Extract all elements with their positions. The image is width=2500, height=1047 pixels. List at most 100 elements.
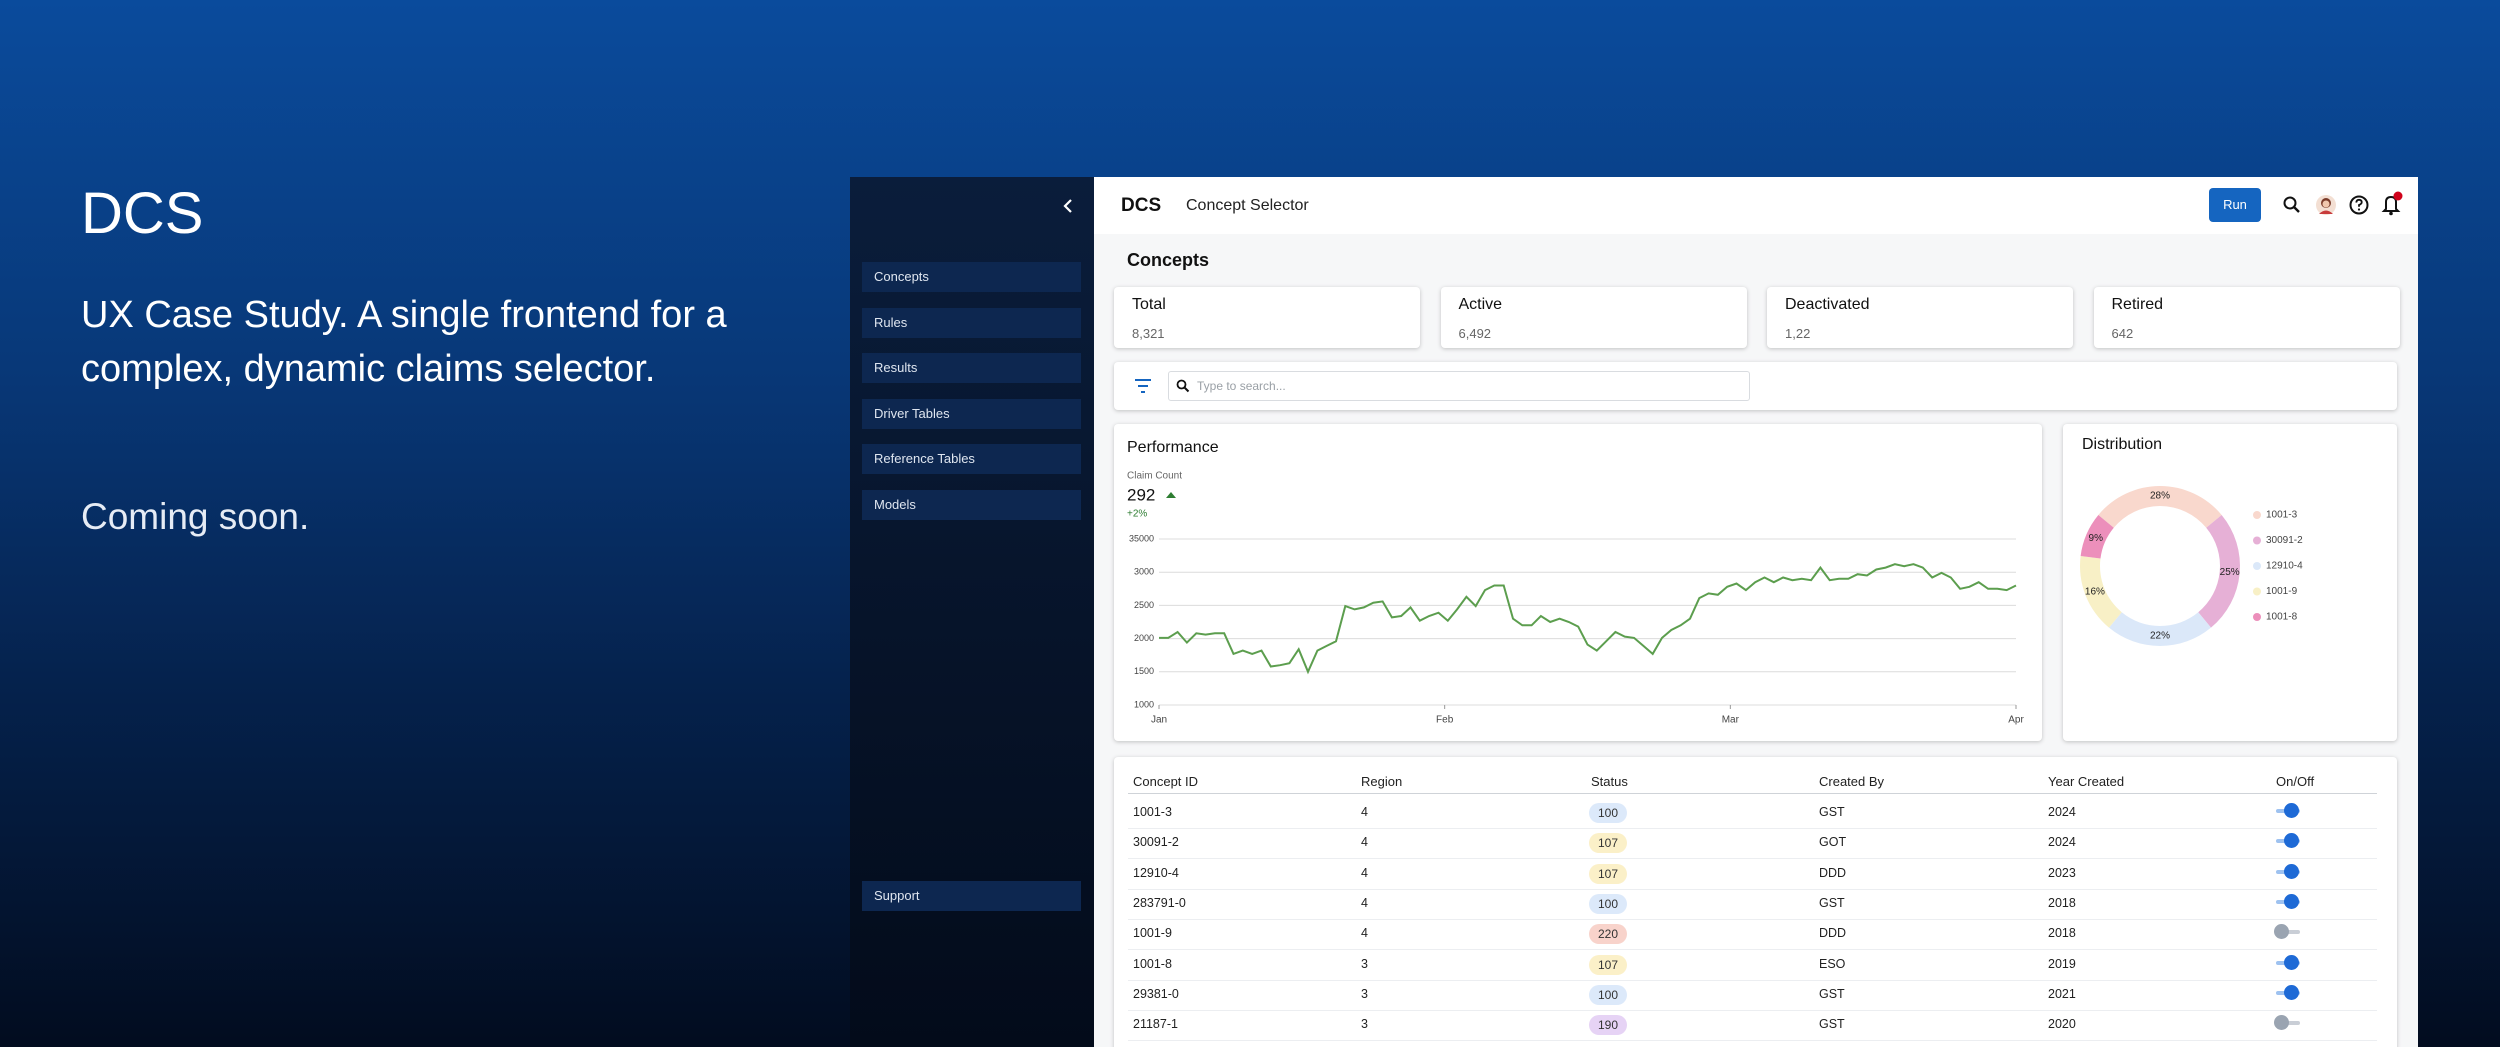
stat-card: Total 8,321 [1114, 287, 1420, 348]
table-cell: 3 [1361, 956, 1368, 971]
search-placeholder: Type to search... [1197, 379, 1286, 393]
avatar[interactable] [2315, 194, 2337, 216]
header-rule [1128, 793, 2377, 794]
table-cell: DDD [1819, 865, 1847, 880]
app-window: Concepts Rules Results Driver Tables Referen… [850, 177, 2418, 1047]
stat-card: Deactivated 1,22 [1767, 287, 2073, 348]
donut-segment [2109, 612, 2211, 646]
legend-label: 12910-4 [2266, 561, 2303, 572]
notification-icon[interactable] [2380, 191, 2404, 217]
table-cell: GOT [1819, 835, 1847, 850]
toggle[interactable] [2276, 863, 2300, 879]
segment-label: 9% [2089, 533, 2104, 544]
toggle-knob [2284, 863, 2299, 879]
status-badge: 100 [1589, 803, 1627, 823]
table-cell: 30091-2 [1133, 835, 1179, 850]
toggle-knob [2284, 954, 2299, 970]
row-rule [1128, 918, 2377, 920]
table-cell: 283791-0 [1133, 895, 1186, 910]
toggle[interactable] [2274, 1015, 2300, 1031]
logo: DCS [1121, 195, 1162, 216]
performance-line [1159, 563, 2017, 675]
toggle-knob [2284, 803, 2299, 818]
table-cell: GST [1819, 1017, 1845, 1032]
legend-swatch [2253, 562, 2261, 570]
performance-chart: Performance Claim Count 292 +2% 1000 1500 2000… [1127, 439, 2024, 726]
stat-value: 642 [2111, 326, 2134, 341]
run-button[interactable]: Run [2209, 188, 2261, 222]
table-cell: 21187-1 [1133, 1017, 1178, 1032]
row-rule [1128, 1040, 2377, 1042]
trend-arrow [1166, 492, 1176, 498]
nav-item[interactable]: Reference Tables [862, 444, 1081, 475]
x-tick-label: Apr [2008, 715, 2024, 726]
toggle-knob [2284, 833, 2299, 849]
row-rule [1128, 1009, 2377, 1011]
table-cell: 12910-4 [1133, 865, 1179, 880]
toggle[interactable] [2276, 893, 2300, 909]
filter-icon[interactable] [1134, 378, 1152, 394]
nav-item[interactable]: Driver Tables [862, 398, 1081, 429]
x-tick-label: Feb [1436, 715, 1454, 726]
table-cell: 4 [1361, 926, 1368, 941]
stat-label: Total [1132, 296, 1166, 313]
toggle-knob [2284, 984, 2299, 1000]
donut-segment [2098, 486, 2222, 528]
stat-label: Active [1458, 296, 1503, 313]
stat-value: 1,22 [1785, 326, 1811, 341]
row-rule [1128, 888, 2377, 890]
nav-item[interactable]: Results [862, 353, 1081, 384]
search-bar: Type to search... [1114, 362, 2397, 410]
toggle-knob [2274, 1015, 2289, 1031]
donut-segment [2198, 515, 2240, 628]
status-badge: 220 [1589, 924, 1627, 945]
legend-label: 1001-8 [2266, 612, 2298, 623]
performance-card: Performance Claim Count 292 +2% 1000 1500 2000… [1114, 424, 2042, 741]
nav-item[interactable]: Rules [862, 307, 1081, 338]
donut-segment [2080, 515, 2114, 559]
hero-subtitle: UX Case Study. A single frontend for a c… [81, 294, 727, 390]
table-cell: 4 [1361, 805, 1368, 819]
header: DCS Concept Selector Run [1094, 177, 2418, 234]
collapse-button[interactable] [1060, 197, 1078, 215]
segment-label: 28% [2150, 491, 2170, 502]
hero-note: Coming soon. [81, 496, 310, 537]
table-cell: 29381-0 [1133, 986, 1179, 1001]
status-badge: 100 [1589, 893, 1627, 914]
toggle[interactable] [2276, 954, 2300, 970]
legend-swatch [2253, 511, 2261, 519]
toggle[interactable] [2276, 984, 2300, 1000]
legend-label: 30091-2 [2266, 535, 2303, 546]
nav-item[interactable]: Concepts [862, 262, 1081, 292]
search-icon[interactable] [2282, 195, 2302, 215]
legend-label: 1001-3 [2266, 510, 2298, 521]
stat-value: 8,321 [1132, 326, 1165, 341]
table-cell: GST [1819, 805, 1845, 819]
table-cell: 2021 [2048, 986, 2076, 1001]
help-icon[interactable] [2348, 194, 2370, 216]
y-tick-label: 1000 [1134, 699, 1154, 709]
nav-item[interactable]: Support [862, 881, 1081, 911]
status-badge: 107 [1589, 833, 1627, 854]
segment-label: 22% [2150, 631, 2170, 642]
table-cell: 2019 [2048, 956, 2076, 971]
toggle[interactable] [2276, 803, 2300, 818]
status-badge: 107 [1589, 954, 1627, 975]
table-cell: 1001-3 [1133, 805, 1172, 819]
table-cell: 3 [1361, 1017, 1368, 1032]
metric-value: 292 [1127, 485, 1155, 504]
column-header: Status [1591, 774, 1628, 789]
y-tick-label: 2000 [1134, 633, 1154, 643]
y-tick-label: 2500 [1134, 600, 1154, 610]
toggle[interactable] [2274, 924, 2300, 940]
column-header: Year Created [2048, 774, 2125, 789]
search-input[interactable]: Type to search... [1168, 371, 1750, 401]
status-badge: 107 [1589, 863, 1627, 884]
y-tick-label: 3000 [1134, 567, 1154, 577]
nav-item[interactable]: Models [862, 490, 1081, 520]
toggle[interactable] [2276, 833, 2300, 849]
y-tick-label: 35000 [1129, 533, 1154, 543]
sidebar: Concepts Rules Results Driver Tables Referen… [850, 177, 1094, 1047]
table-cell: 1001-9 [1133, 926, 1172, 941]
